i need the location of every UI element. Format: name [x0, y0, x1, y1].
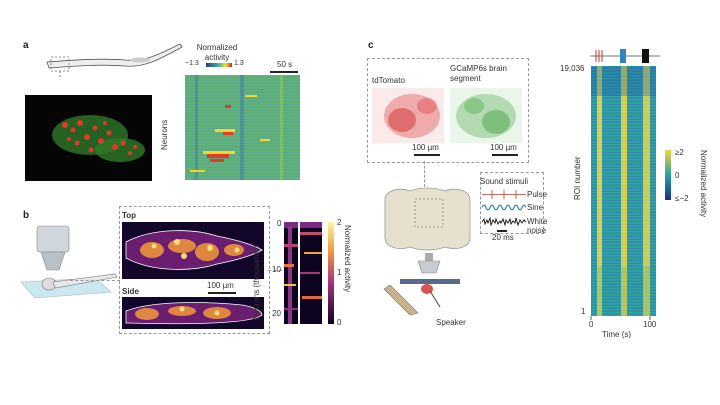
zebrafish-side-view — [122, 297, 264, 329]
panel-b-scale-bar — [208, 292, 236, 294]
panel-b-cbar-label: Normalized activity — [343, 225, 352, 293]
panel-a-time-scale-bar — [270, 71, 298, 73]
panel-c-scale2: 100 µm — [490, 143, 517, 152]
panel-c-letter: c — [368, 40, 374, 51]
worm-neuron-image — [25, 95, 152, 181]
panel-a-time-scale: 50 s — [277, 60, 293, 69]
panel-c-cbar-tick-1: 0 — [675, 171, 680, 180]
sine-stimulus-icon — [482, 204, 526, 211]
panel-b-cbar-tick-1: 1 — [337, 268, 342, 277]
panel-a-colorbar-title: Normalized activity — [196, 43, 238, 62]
pulse-stimulus-icon — [482, 190, 526, 199]
panel-c-bottom-tick: 1 — [581, 307, 586, 316]
panel-b-connector — [70, 280, 120, 281]
panel-c-scale2-bar — [492, 154, 518, 156]
panel-a-ylabel: Neurons — [160, 119, 169, 150]
panel-c-xaxis — [590, 316, 651, 320]
panel-c-img1-label: tdTomato — [372, 76, 405, 85]
stim-scale-bar — [497, 230, 507, 232]
panel-c-scale1: 100 µm — [412, 143, 439, 152]
panel-c-speaker: Speaker — [436, 318, 466, 327]
stimulus-noise-label: White noise — [527, 217, 548, 235]
panel-a-colorbar-min: −1.3 — [185, 60, 199, 67]
panel-a-colorbar-max: 1.3 — [234, 60, 244, 67]
panel-b-colorbar — [328, 222, 334, 324]
panel-a-colorbar — [206, 63, 232, 67]
gcamp-image — [450, 88, 522, 143]
sound-stimuli-title: Sound stimuli — [480, 177, 529, 186]
stimulus-pulse-label: Pulse — [527, 190, 548, 199]
panel-b-ylabel: Neurons (thousands) — [252, 245, 261, 320]
panel-c-xtick-1: 100 — [643, 320, 657, 329]
panel-b-connector-2 — [268, 270, 282, 271]
panel-b-ytick-1: 10 — [272, 265, 281, 274]
fly-brain-illustration — [383, 187, 471, 316]
worm-illustration — [46, 43, 183, 78]
panel-c-cbar-tick-0: ≥2 — [675, 148, 684, 157]
panel-c-cbar-label: Normalized activity — [699, 150, 708, 218]
panel-b-top-label: Top — [122, 211, 137, 220]
panel-c-image-box — [367, 58, 529, 163]
zebrafish-top-view — [122, 222, 264, 279]
panel-b-ytick-2: 20 — [272, 309, 281, 318]
panel-b-cbar-tick-0: 2 — [337, 218, 342, 227]
panel-c-connector — [424, 161, 425, 187]
panel-b-heatmap — [284, 222, 322, 324]
panel-c-cbar-tick-2: ≤−2 — [675, 194, 689, 203]
panel-c-scale1-bar — [414, 154, 440, 156]
panel-c-img2-label: GCaMP6s brain segment — [450, 64, 507, 83]
panel-a-letter: a — [23, 40, 29, 51]
panel-b-ytick-0: 0 — [277, 219, 282, 228]
panel-c-colorbar — [665, 150, 671, 200]
panel-b-letter: b — [23, 210, 30, 221]
panel-b-scale: 100 µm — [207, 281, 234, 290]
panel-a-heatmap — [185, 75, 300, 180]
panel-c-xtick-0: 0 — [589, 320, 594, 329]
panel-b-cbar-tick-2: 0 — [337, 318, 342, 327]
stimulus-timeline — [590, 49, 660, 63]
noise-stimulus-icon — [482, 217, 526, 226]
microscope-illustration — [20, 225, 118, 299]
sound-stimuli-box — [480, 172, 544, 234]
tdtomato-image — [372, 88, 444, 143]
panel-c-top-tick: 19,036 — [560, 64, 585, 73]
stimulus-sine-label: Sine — [527, 203, 544, 212]
panel-b-side-label: Side — [122, 287, 139, 296]
stim-scale-label: 20 ms — [492, 233, 514, 242]
panel-c-xlabel: Time (s) — [602, 330, 632, 339]
panel-c-heatmap — [591, 66, 656, 316]
panel-c-ylabel: ROI number — [573, 156, 582, 200]
